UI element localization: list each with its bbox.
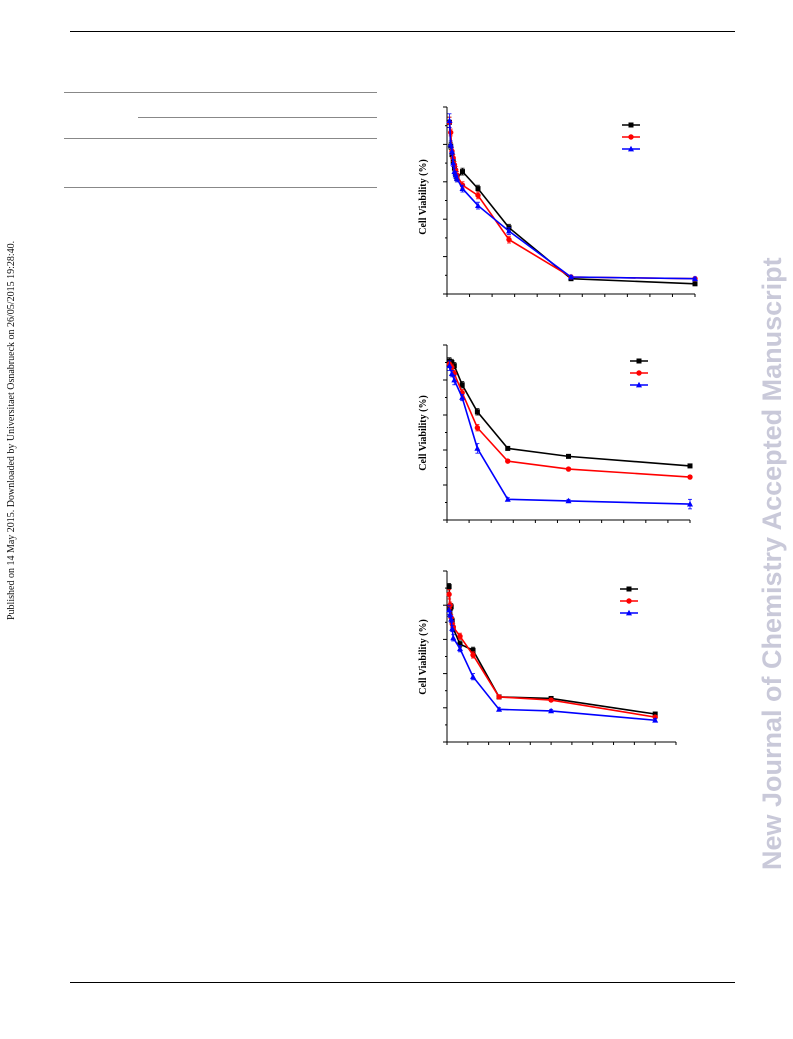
data-point xyxy=(446,584,452,590)
series-2 xyxy=(446,116,698,282)
series-2 xyxy=(446,589,658,720)
publication-side-note: Published on 14 May 2015. Downloaded by … xyxy=(6,240,17,620)
data-point xyxy=(459,394,466,400)
y-axis-label: Cell Viability (%) xyxy=(418,395,429,471)
data-point xyxy=(496,694,502,700)
data-point xyxy=(449,360,455,365)
data-point xyxy=(687,463,693,469)
series-3 xyxy=(446,360,693,510)
series-1 xyxy=(446,357,693,469)
data-point xyxy=(470,652,476,658)
data-point xyxy=(451,376,458,383)
data-point xyxy=(449,625,456,631)
table-header-bottom-rule xyxy=(64,138,377,139)
data-point xyxy=(475,192,481,199)
data-point xyxy=(474,445,481,451)
chart-1: Cell Viability (%) xyxy=(418,106,698,297)
legend-marker xyxy=(636,358,642,364)
footer-rule xyxy=(70,982,735,983)
data-point xyxy=(505,445,511,451)
data-point xyxy=(470,647,476,653)
data-point xyxy=(457,641,463,647)
legend-marker xyxy=(628,145,634,152)
legend-marker xyxy=(628,122,634,128)
data-point xyxy=(568,273,574,280)
series-line xyxy=(448,122,696,280)
data-point xyxy=(459,382,465,388)
data-point xyxy=(692,281,698,287)
table-header-sub-rule xyxy=(138,117,377,118)
series-line xyxy=(448,360,691,467)
data-point xyxy=(450,159,457,166)
data-point xyxy=(548,697,554,703)
y-axis-label: Cell Viability (%) xyxy=(418,159,429,235)
data-point xyxy=(475,202,481,208)
data-point xyxy=(446,606,453,613)
series-line xyxy=(448,365,691,505)
data-point xyxy=(457,645,464,652)
data-point xyxy=(453,175,460,181)
data-point xyxy=(474,409,480,415)
data-point xyxy=(448,148,455,154)
data-point xyxy=(506,236,512,243)
data-point xyxy=(566,453,571,459)
legend-marker xyxy=(626,609,632,616)
series-1 xyxy=(446,583,658,717)
data-point xyxy=(505,458,511,464)
data-point xyxy=(448,615,455,622)
data-point xyxy=(504,496,511,502)
journal-watermark: New Journal of Chemistry Accepted Manusc… xyxy=(757,257,787,870)
data-point xyxy=(446,362,453,369)
data-point xyxy=(448,370,455,377)
series-line xyxy=(448,122,696,285)
data-point xyxy=(692,275,698,282)
data-point xyxy=(687,500,693,507)
series-3 xyxy=(446,604,659,723)
data-point xyxy=(565,497,572,504)
data-point xyxy=(474,425,481,431)
legend-marker xyxy=(626,598,632,604)
series-line xyxy=(448,586,656,715)
legend-marker xyxy=(636,370,642,376)
data-point xyxy=(652,717,659,723)
data-point xyxy=(565,466,572,472)
legend-marker xyxy=(626,586,632,592)
legend-marker xyxy=(636,381,642,388)
series-1 xyxy=(446,116,698,287)
data-point xyxy=(475,186,481,192)
data-point xyxy=(652,711,658,717)
data-point xyxy=(687,474,693,480)
y-axis-label: Cell Viability (%) xyxy=(418,619,429,695)
data-point xyxy=(506,227,512,234)
data-point xyxy=(446,117,453,123)
data-point xyxy=(496,706,503,712)
data-point xyxy=(457,633,463,639)
chart-3: Cell Viability (%) xyxy=(418,570,677,745)
data-point xyxy=(447,141,454,147)
data-point xyxy=(548,707,555,714)
data-point xyxy=(470,673,477,680)
data-point xyxy=(446,591,452,598)
data-point xyxy=(459,185,466,191)
legend-marker xyxy=(628,134,634,140)
table-bottom-rule xyxy=(64,187,377,188)
data-point xyxy=(451,363,457,369)
data-point xyxy=(450,634,457,641)
series-3 xyxy=(446,113,698,282)
chart-2: Cell Viability (%) xyxy=(418,344,693,523)
table-top-rule xyxy=(64,92,377,93)
header-rule xyxy=(70,31,735,32)
data-point xyxy=(460,169,465,175)
data-point xyxy=(447,611,454,617)
